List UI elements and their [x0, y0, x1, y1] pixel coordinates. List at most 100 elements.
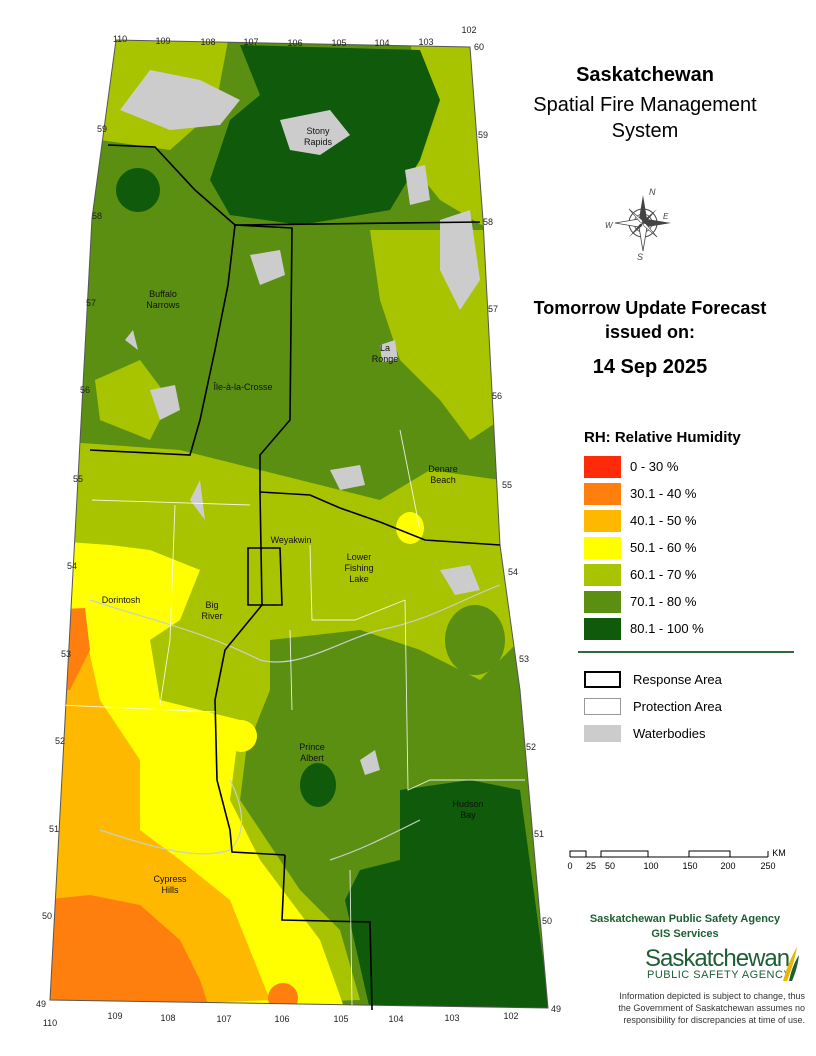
place-bigriver-2: River	[201, 611, 222, 621]
place-pa-1: Prince	[299, 742, 325, 752]
lon-top-107: 107	[243, 37, 258, 47]
legend-item: 60.1 - 70 %	[584, 561, 704, 588]
place-pa-2: Albert	[300, 753, 324, 763]
forecast-heading: Tomorrow Update Forecast issued on:	[500, 296, 800, 344]
lat-right-58: 58	[483, 217, 493, 227]
scale-tick-200: 200	[720, 861, 735, 871]
lat-left-50: 50	[42, 911, 52, 921]
symbol-response-area: Response Area	[584, 666, 722, 693]
disclaimer-line2: the Government of Saskatchewan assumes n…	[618, 1003, 805, 1013]
place-buffalo-2: Narrows	[146, 300, 180, 310]
place-cypress-1: Cypress	[153, 874, 187, 884]
lon-bottom-108: 108	[160, 1013, 175, 1023]
place-labels: Stony Rapids Buffalo Narrows La Ronge Îl…	[102, 126, 484, 895]
place-hudson-1: Hudson	[452, 799, 483, 809]
legend-swatch	[584, 455, 621, 478]
scale-tick-150: 150	[682, 861, 697, 871]
lon-bottom-107: 107	[216, 1014, 231, 1024]
zone-60-70-mid-left	[95, 360, 170, 440]
place-stony-2: Rapids	[304, 137, 333, 147]
disclaimer-line3: responsibility for discrepancies at time…	[623, 1015, 805, 1025]
legend-list: 0 - 30 % 30.1 - 40 % 40.1 - 50 % 50.1 - 60 …	[584, 453, 704, 642]
symbol-waterbodies: Waterbodies	[584, 720, 722, 747]
zone-80-100-small	[116, 168, 160, 212]
lat-right-60: 60	[474, 42, 484, 52]
zone-30-40-southwest	[50, 895, 210, 1008]
compass-s: S	[637, 252, 643, 262]
lat-left-59: 59	[97, 124, 107, 134]
scale-tick-100: 100	[643, 861, 658, 871]
forecast-line1: Tomorrow Update Forecast	[533, 298, 767, 318]
legend-swatch	[584, 617, 621, 640]
lat-left-53: 53	[61, 649, 71, 659]
legend-item: 50.1 - 60 %	[584, 534, 704, 561]
legend-label: 70.1 - 80 %	[630, 594, 697, 609]
wheat-sheaf-icon	[783, 947, 799, 981]
lon-bottom-110: 110	[43, 1018, 57, 1028]
latitude-labels-right: 60 59 58 57 56 55 54 53 52 51 50 49	[474, 42, 561, 1014]
scale-unit: KM	[772, 848, 786, 858]
lat-left-57: 57	[86, 298, 96, 308]
lon-bottom-104: 104	[388, 1014, 403, 1024]
legend-label: 0 - 30 %	[630, 459, 679, 474]
lat-right-52: 52	[526, 742, 536, 752]
zone-80-100-pa	[300, 763, 336, 807]
scale-bar: 0 25 50 100 150 200 250 KM	[567, 848, 785, 871]
lat-right-56: 56	[492, 391, 502, 401]
scale-tick-25: 25	[586, 861, 596, 871]
compass-e: E	[663, 212, 669, 221]
disclaimer: Information depicted is subject to chang…	[585, 990, 805, 1026]
lat-right-54: 54	[508, 567, 518, 577]
lat-right-53: 53	[519, 654, 529, 664]
lat-right-55: 55	[502, 480, 512, 490]
zone-80-100-east	[345, 780, 548, 1008]
legend-label: 40.1 - 50 %	[630, 513, 697, 528]
legend-item: 0 - 30 %	[584, 453, 704, 480]
compass-n: N	[649, 187, 656, 197]
legend-title: RH: Relative Humidity	[584, 429, 741, 446]
map-subtitle-line1: Spatial Fire Management	[533, 94, 757, 116]
place-laronge-2: Ronge	[372, 354, 399, 364]
place-hudson-2: Bay	[460, 810, 476, 820]
zone-60-70-central	[50, 440, 520, 740]
latitude-labels-left: 59 58 57 56 55 54 53 52 51 50 49	[36, 124, 107, 1009]
rivers	[89, 584, 501, 861]
forecast-line2: issued on:	[604, 322, 695, 342]
legend-item: 70.1 - 80 %	[584, 588, 704, 615]
symbol-legend: Response Area Protection Area Waterbodie…	[584, 666, 722, 747]
longitude-labels-top: 110 109 108 107 106 105 104 103 102	[113, 25, 477, 48]
place-cypress-2: Hills	[162, 885, 179, 895]
waterbodies	[120, 70, 480, 775]
map-title: Saskatchewan	[576, 64, 714, 86]
place-laronge-1: La	[380, 343, 390, 353]
place-bigriver-1: Big	[205, 600, 218, 610]
lat-right-49: 49	[551, 1004, 561, 1014]
lat-right-51: 51	[534, 829, 544, 839]
place-weyakwin: Weyakwin	[271, 535, 312, 545]
lon-top-102: 102	[461, 25, 476, 35]
lon-top-103: 103	[418, 37, 433, 47]
lon-top-110: 110	[113, 34, 127, 44]
lat-left-56: 56	[80, 385, 90, 395]
place-lfl-2: Fishing	[344, 563, 373, 573]
lat-left-58: 58	[92, 211, 102, 221]
lat-left-54: 54	[67, 561, 77, 571]
longitude-labels-bottom: 110 109 108 107 106 105 104 103 102	[43, 1011, 519, 1028]
zone-70-80-east-blob	[445, 605, 505, 675]
compass-w: W	[605, 221, 614, 230]
legend-label: 50.1 - 60 %	[630, 540, 697, 555]
lon-bottom-106: 106	[274, 1014, 289, 1024]
response-areas	[89, 144, 501, 1011]
humidity-zones	[50, 40, 548, 1008]
legend-swatch	[584, 563, 621, 586]
protection-area-label: Protection Area	[633, 699, 722, 714]
legend-label: 80.1 - 100 %	[630, 621, 704, 636]
agency-logo: Saskatchewan PUBLIC SAFETY AGENCY	[645, 945, 800, 985]
response-area-swatch	[584, 671, 621, 688]
place-denare-2: Beach	[430, 475, 456, 485]
protection-area-swatch	[584, 698, 621, 715]
legend-label: 30.1 - 40 %	[630, 486, 697, 501]
province-outline	[49, 39, 549, 1009]
legend-swatch	[584, 536, 621, 559]
